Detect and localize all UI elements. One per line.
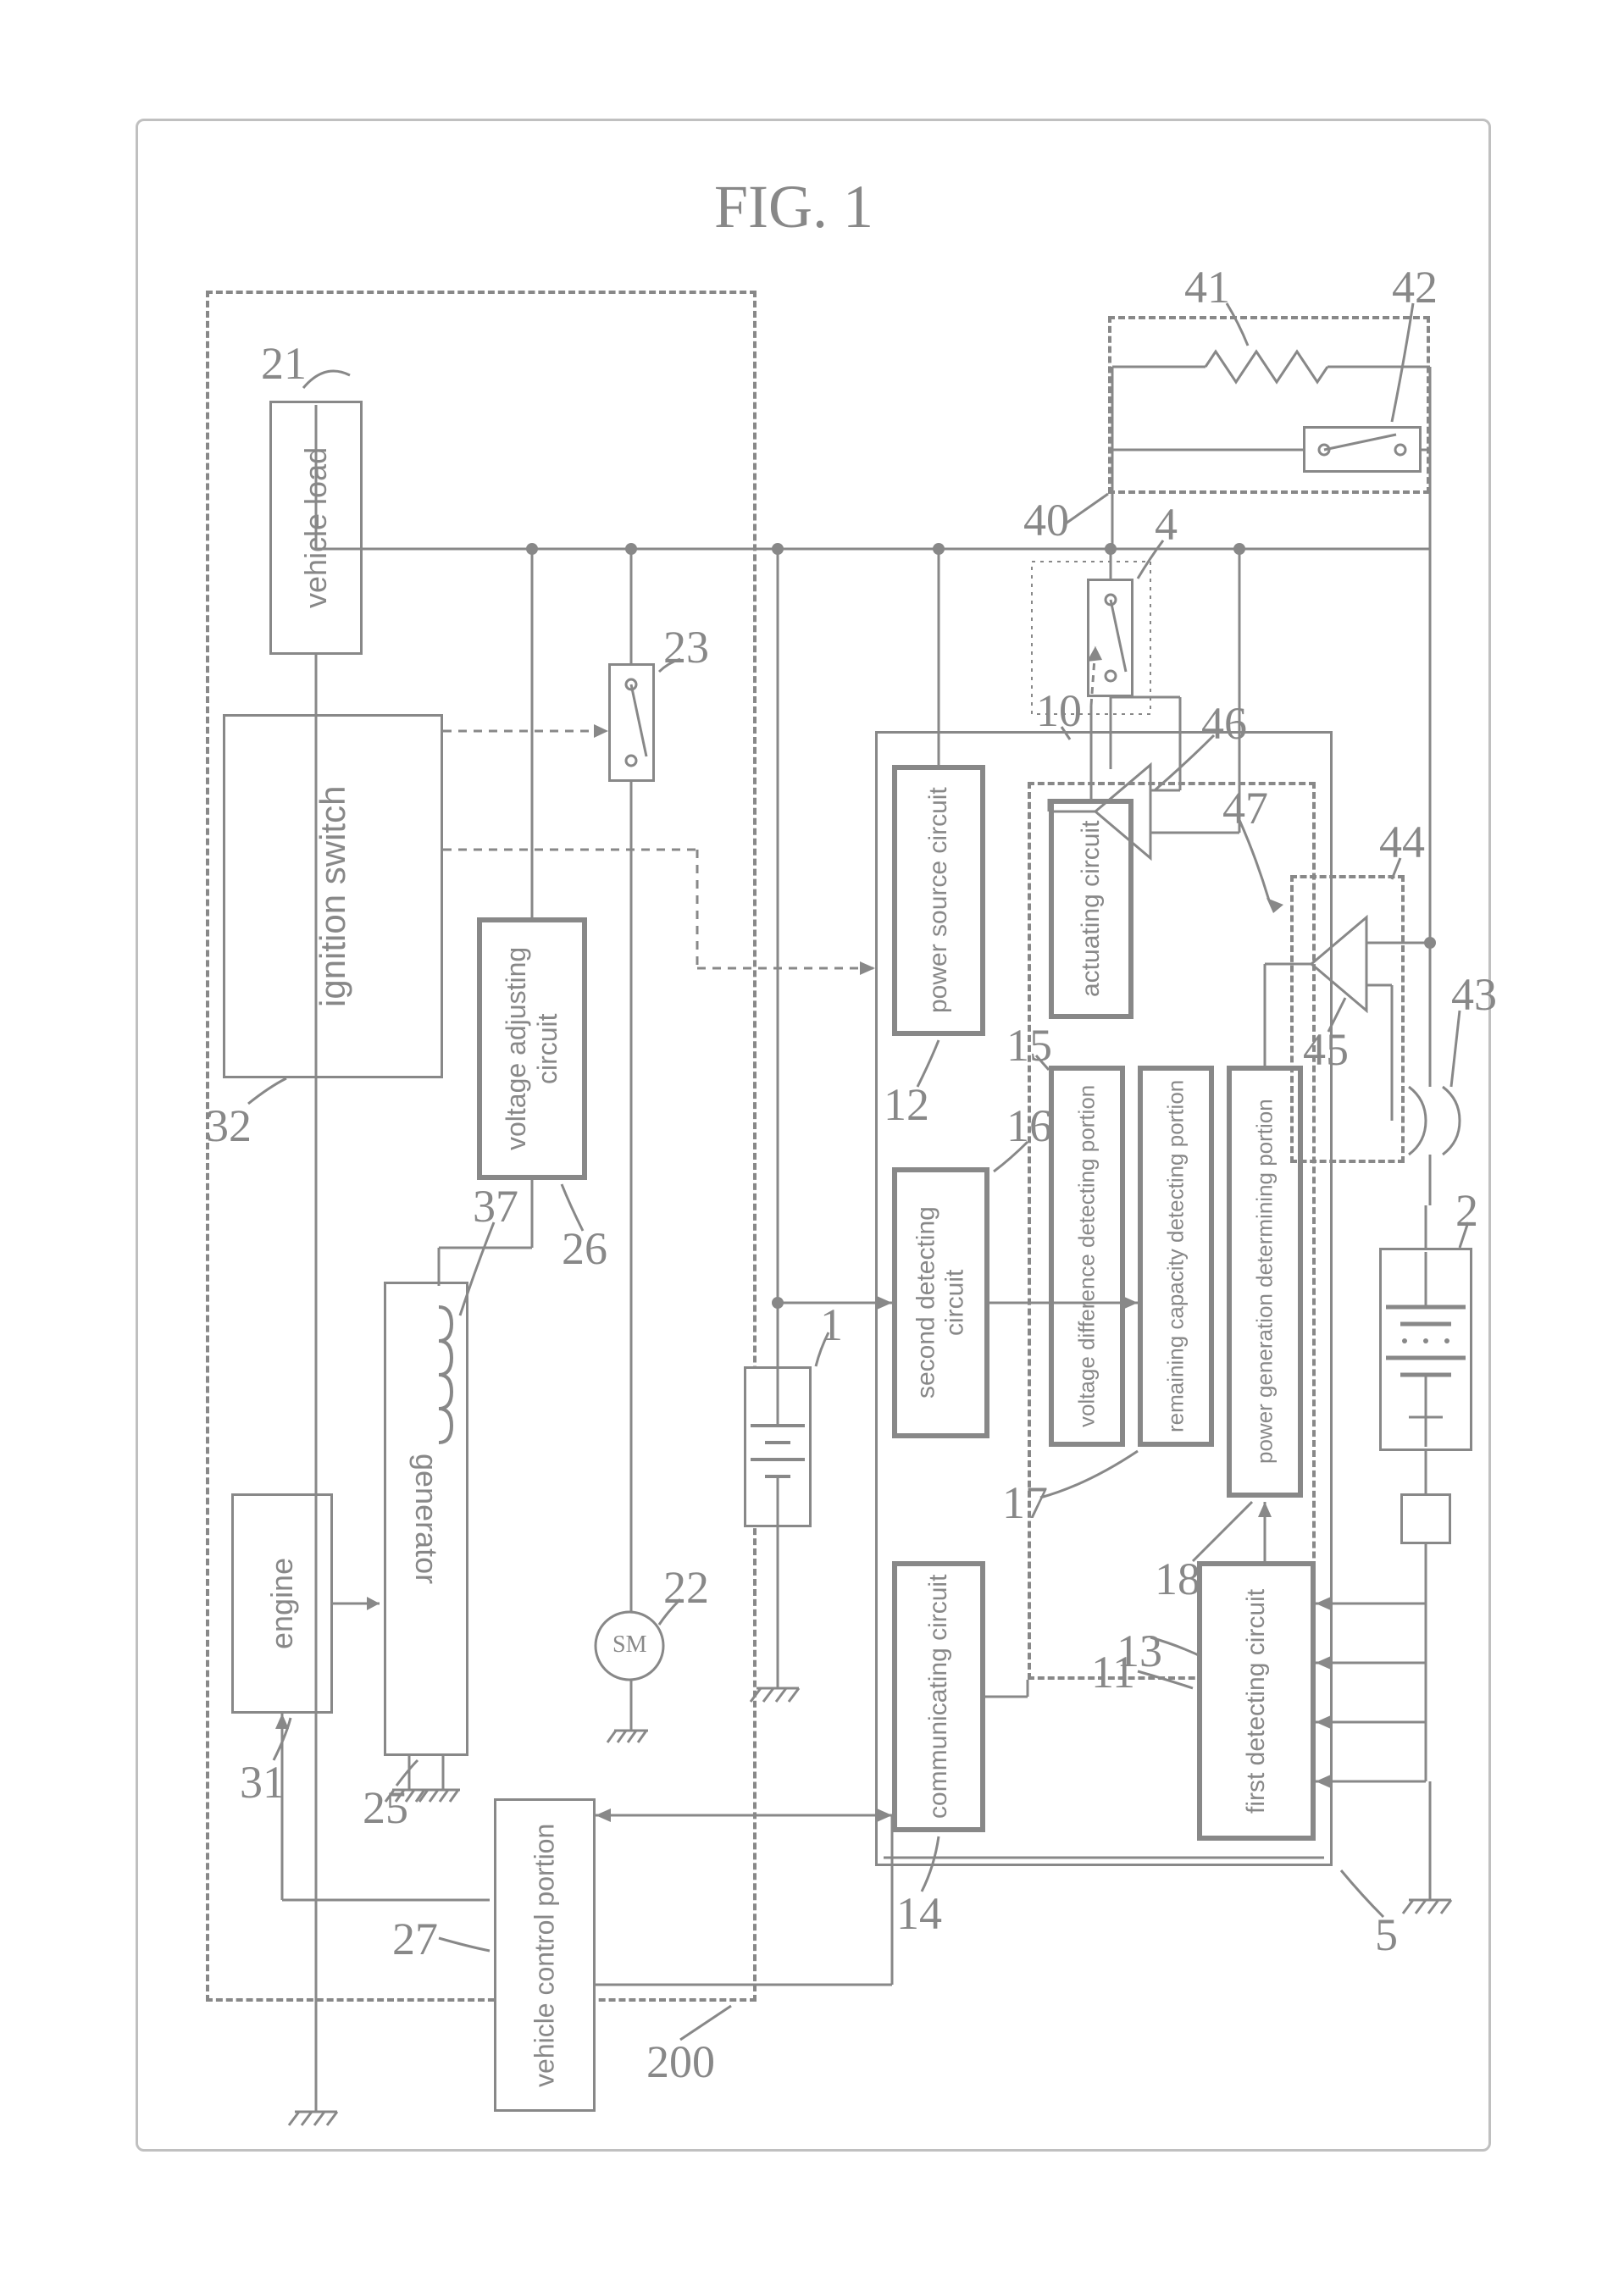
- ref-46: 46: [1201, 697, 1247, 750]
- voltage-diff-label: voltage difference detecting portion: [1054, 1071, 1120, 1442]
- block-ignition-switch: ignition switch: [223, 714, 443, 1078]
- sm-label: SM: [612, 1631, 646, 1659]
- block-generator: generator: [384, 1282, 468, 1756]
- ref-22: 22: [663, 1561, 709, 1614]
- block-power-source: power source circuit: [892, 765, 985, 1036]
- remaining-cap-label: remaining capacity detecting portion: [1143, 1071, 1209, 1442]
- junction-dot: [526, 543, 538, 555]
- junction-dot: [772, 1297, 784, 1309]
- ref-1: 1: [820, 1299, 843, 1351]
- actuating-label: actuating circuit: [1054, 804, 1128, 1014]
- ignition-switch-label: ignition switch: [225, 717, 441, 1076]
- first-detecting-label: first detecting circuit: [1202, 1566, 1311, 1836]
- block-terminal: [1400, 1493, 1451, 1544]
- region-44: [1290, 875, 1405, 1163]
- ref-14: 14: [896, 1887, 942, 1940]
- block-vehicle-load: vehicle load: [269, 401, 363, 655]
- junction-dot: [1105, 543, 1117, 555]
- ref-23: 23: [663, 621, 709, 673]
- block-actuating: actuating circuit: [1049, 799, 1133, 1019]
- power-gen-det-label: power generation determining portion: [1232, 1071, 1298, 1493]
- ref-17: 17: [1002, 1476, 1048, 1529]
- ref-10: 10: [1036, 684, 1082, 737]
- ref-5: 5: [1375, 1908, 1398, 1961]
- block-first-detecting: first detecting circuit: [1197, 1561, 1316, 1841]
- ref-37: 37: [473, 1180, 518, 1232]
- power-source-label: power source circuit: [897, 770, 980, 1031]
- block-switch-42: [1303, 426, 1422, 473]
- block-communicating: communicating circuit: [892, 1561, 985, 1832]
- voltage-adjusting-label: voltage adjusting circuit: [482, 922, 582, 1175]
- block-second-detecting: second detecting circuit: [892, 1167, 989, 1438]
- ref-47: 47: [1222, 782, 1268, 834]
- ref-27: 27: [392, 1913, 438, 1965]
- engine-label: engine: [234, 1496, 330, 1711]
- ref-4: 4: [1155, 498, 1178, 551]
- ref-18: 18: [1155, 1553, 1200, 1605]
- ref-44: 44: [1379, 816, 1425, 868]
- ref-40: 40: [1023, 494, 1069, 546]
- generator-label: generator: [386, 1284, 466, 1753]
- junction-dot: [1424, 937, 1436, 949]
- ref-42: 42: [1392, 261, 1438, 313]
- ref-32: 32: [206, 1099, 252, 1152]
- block-voltage-diff: voltage difference detecting portion: [1049, 1066, 1125, 1447]
- block-voltage-adjusting: voltage adjusting circuit: [477, 917, 587, 1180]
- block-switch-4: [1087, 579, 1133, 697]
- ref-25: 25: [363, 1781, 408, 1834]
- figure-title: FIG. 1: [714, 172, 873, 242]
- junction-dot: [933, 543, 945, 555]
- block-relay-23: [608, 663, 655, 782]
- ref-21: 21: [261, 337, 307, 390]
- ref-15: 15: [1006, 1019, 1052, 1072]
- figure-frame: FIG. 1 vehicle load 21 ignition switch 3…: [136, 119, 1491, 2152]
- ref-2: 2: [1455, 1184, 1478, 1237]
- block-engine: engine: [231, 1493, 333, 1714]
- ref-26: 26: [562, 1222, 607, 1275]
- junction-dot: [1233, 543, 1245, 555]
- vehicle-load-label: vehicle load: [272, 403, 360, 652]
- ref-11: 11: [1091, 1646, 1135, 1698]
- ref-200: 200: [646, 2036, 715, 2088]
- ref-31: 31: [240, 1756, 285, 1808]
- ref-12: 12: [884, 1078, 929, 1131]
- block-battery-2: [1379, 1248, 1472, 1451]
- second-detecting-label: second detecting circuit: [897, 1172, 984, 1433]
- vehicle-control-label: vehicle control portion: [496, 1801, 593, 2109]
- junction-dot: [772, 543, 784, 555]
- ref-43: 43: [1451, 968, 1497, 1021]
- block-vehicle-control: vehicle control portion: [494, 1798, 596, 2112]
- ref-41: 41: [1184, 261, 1230, 313]
- communicating-label: communicating circuit: [897, 1566, 980, 1827]
- block-battery-1: [744, 1366, 812, 1527]
- junction-dot: [625, 543, 637, 555]
- block-remaining-cap: remaining capacity detecting portion: [1138, 1066, 1214, 1447]
